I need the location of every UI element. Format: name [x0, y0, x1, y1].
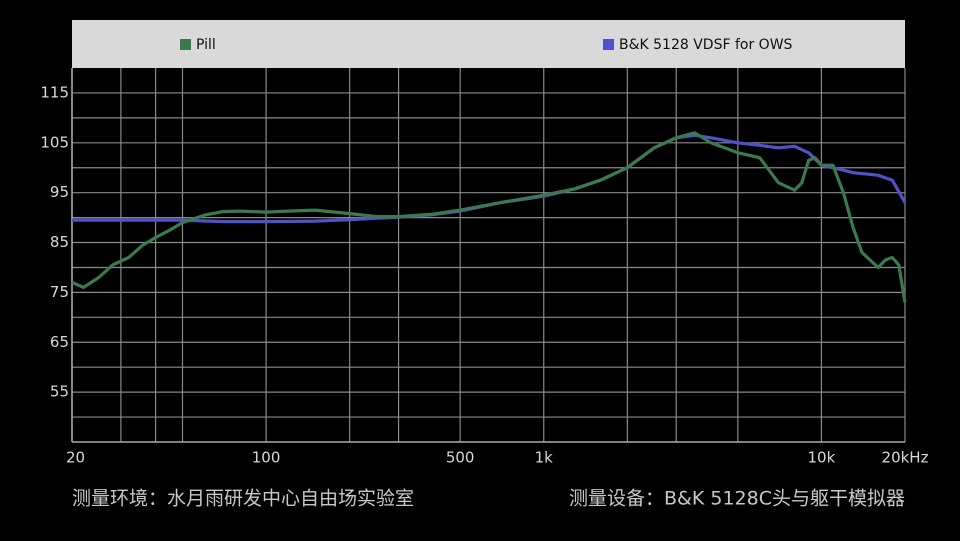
y-tick-label: 115: [40, 83, 69, 101]
x-tick-label: 20: [66, 449, 85, 467]
series-line: [71, 131, 907, 303]
footnote: 测量环境：水月雨研发中心自由场实验室: [72, 488, 414, 510]
x-tick-label: 100: [252, 449, 281, 467]
x-tick-label: 20kHz: [882, 449, 929, 467]
y-tick-label: 105: [40, 133, 69, 151]
legend-swatch: [603, 39, 614, 50]
legend-box: [72, 20, 905, 68]
y-tick-label: 55: [50, 383, 69, 401]
y-tick-label: 85: [50, 233, 69, 251]
x-tick-label: 1k: [535, 449, 554, 467]
footnote: 测量设备：B&K 5128C头与躯干模拟器: [569, 488, 905, 510]
legend-swatch: [180, 39, 191, 50]
y-tick-label: 65: [50, 333, 69, 351]
x-tick-label: 10k: [808, 449, 836, 467]
legend-label: Pill: [196, 37, 216, 53]
x-tick-label: 500: [446, 449, 475, 467]
y-tick-label: 95: [50, 183, 69, 201]
legend-label: B&K 5128 VDSF for OWS: [619, 37, 793, 53]
y-tick-label: 75: [50, 283, 69, 301]
